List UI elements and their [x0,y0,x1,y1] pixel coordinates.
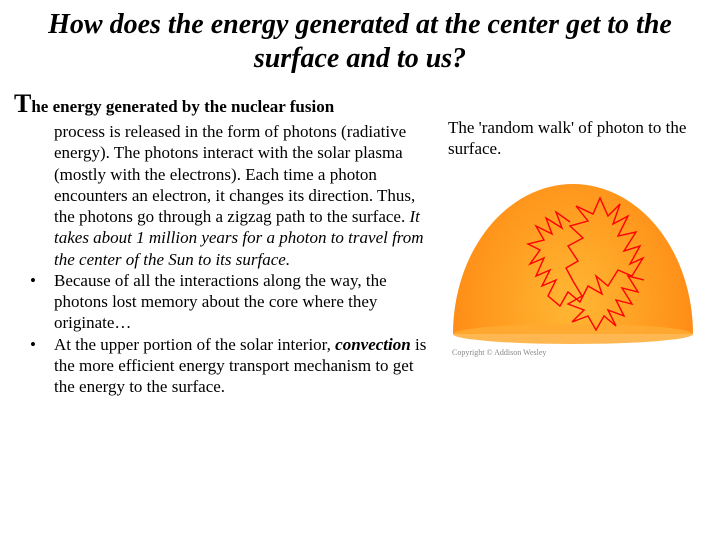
lead-sentence: The energy generated by the nuclear fusi… [14,89,434,119]
para3-bold: convection [335,335,411,354]
body-list: process is released in the form of photo… [14,121,434,397]
paragraph-2: Because of all the interactions along th… [54,270,434,334]
para2-text: Because of all the interactions along th… [54,271,387,333]
sun-figure [448,166,698,346]
para1-text: process is released in the form of photo… [54,122,415,226]
figure-caption: The 'random walk' of photon to the surfa… [448,117,706,160]
dropcap: T [14,89,31,118]
slide-title: How does the energy generated at the cen… [0,0,720,89]
lead-text: he energy generated by the nuclear fusio… [31,97,334,116]
paragraph-3: At the upper portion of the solar interi… [54,334,434,398]
sun-svg [448,166,698,346]
copyright-text: Copyright © Addison Wesley [452,348,706,357]
right-column: The 'random walk' of photon to the surfa… [444,89,706,397]
para3-a: At the upper portion of the solar interi… [54,335,335,354]
content-area: The energy generated by the nuclear fusi… [0,89,720,397]
paragraph-1: process is released in the form of photo… [54,121,434,270]
left-column: The energy generated by the nuclear fusi… [14,89,444,397]
